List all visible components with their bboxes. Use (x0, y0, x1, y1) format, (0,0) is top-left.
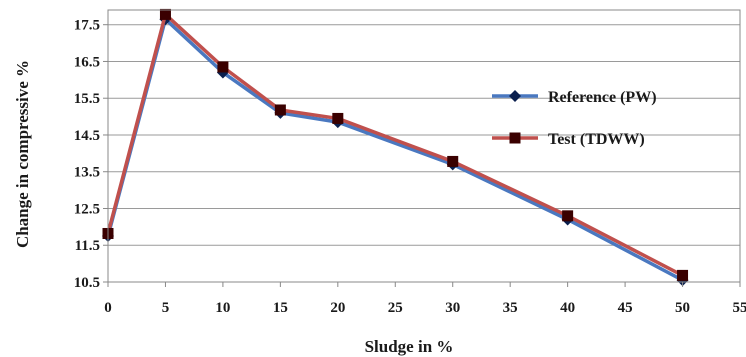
x-tick-label: 30 (445, 300, 460, 316)
legend: Reference (PW) Test (TDWW) (492, 89, 657, 148)
y-tick-label: 10.5 (74, 275, 100, 291)
x-tick-label: 0 (104, 300, 112, 316)
plot-frame (107, 9, 741, 283)
x-axis-label: Sludge in % (365, 337, 454, 356)
y-tick-label: 16.5 (74, 54, 100, 70)
series-line (106, 17, 684, 282)
data-point (447, 155, 459, 167)
x-tick-label: 20 (330, 300, 345, 316)
legend-marker (509, 132, 521, 144)
legend-item: Test (TDWW) (492, 131, 645, 148)
series-line (106, 12, 684, 277)
legend-label: Reference (PW) (548, 89, 657, 106)
x-tick-label: 40 (560, 300, 575, 316)
x-tick-label: 50 (675, 300, 690, 316)
x-tick-label: 55 (733, 300, 746, 316)
data-point (274, 104, 286, 116)
x-tick-label: 10 (215, 300, 230, 316)
data-point (217, 61, 229, 73)
legend-marker (509, 90, 521, 102)
y-axis-label: Change in compressive % (13, 60, 32, 248)
data-point (332, 112, 344, 124)
data-point (562, 210, 574, 222)
y-tick-label: 12.5 (74, 201, 100, 217)
series-layer (102, 8, 689, 287)
y-tick-labels: 10.5 11.5 12.5 13.5 14.5 15.5 16.5 17.5 (74, 18, 108, 291)
x-tick-label: 45 (618, 300, 633, 316)
y-tick-label: 14.5 (74, 128, 100, 144)
y-tick-label: 17.5 (74, 18, 100, 34)
y-tick-label: 15.5 (74, 91, 100, 107)
legend-item: Reference (PW) (492, 89, 657, 106)
legend-label: Test (TDWW) (548, 131, 645, 148)
y-tick-label: 13.5 (74, 165, 100, 181)
x-tick-label: 15 (273, 300, 288, 316)
axes (107, 9, 741, 283)
x-tick-label: 25 (388, 300, 403, 316)
x-tick-labels: 0 5 10 15 20 25 30 35 40 45 50 55 (104, 282, 746, 316)
x-tick-label: 5 (162, 300, 170, 316)
x-tick-label: 35 (503, 300, 518, 316)
y-tick-label: 11.5 (75, 238, 100, 254)
data-point (159, 8, 171, 20)
data-point (677, 269, 689, 281)
